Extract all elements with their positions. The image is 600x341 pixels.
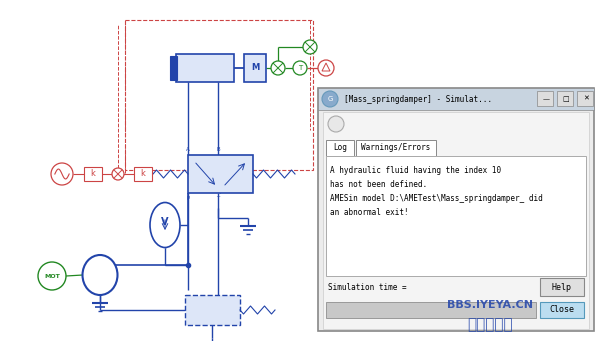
Text: an abnormal exit!: an abnormal exit! bbox=[330, 208, 409, 217]
Text: MOT: MOT bbox=[44, 273, 60, 279]
Text: □: □ bbox=[563, 96, 569, 102]
Circle shape bbox=[303, 40, 317, 54]
Bar bbox=[84, 167, 102, 181]
Ellipse shape bbox=[150, 203, 180, 248]
Bar bbox=[244, 54, 266, 82]
Text: Log: Log bbox=[333, 144, 347, 152]
Bar bbox=[176, 54, 234, 82]
Bar bbox=[356, 140, 436, 156]
Circle shape bbox=[293, 61, 307, 75]
Bar bbox=[188, 155, 253, 193]
Bar bbox=[540, 278, 584, 296]
Text: A: A bbox=[186, 147, 190, 152]
Text: Warnings/Errors: Warnings/Errors bbox=[361, 144, 431, 152]
Polygon shape bbox=[322, 63, 330, 71]
Circle shape bbox=[271, 61, 285, 75]
Bar bbox=[326, 302, 536, 318]
Circle shape bbox=[328, 116, 344, 132]
Text: M: M bbox=[251, 63, 259, 73]
Bar bbox=[540, 302, 584, 318]
Text: T: T bbox=[298, 65, 302, 71]
Bar bbox=[557, 91, 573, 106]
Text: Help: Help bbox=[552, 282, 572, 292]
Text: G: G bbox=[328, 96, 332, 102]
Bar bbox=[134, 167, 152, 181]
Text: —: — bbox=[542, 96, 550, 102]
Circle shape bbox=[318, 60, 334, 76]
Text: k: k bbox=[140, 169, 145, 178]
Text: BBS.IYEYA.CN: BBS.IYEYA.CN bbox=[447, 300, 533, 310]
Circle shape bbox=[38, 262, 66, 290]
Bar bbox=[318, 88, 594, 110]
Bar bbox=[326, 156, 586, 276]
Text: k: k bbox=[91, 169, 95, 178]
Text: Simulation time =: Simulation time = bbox=[328, 283, 407, 293]
Circle shape bbox=[322, 91, 338, 107]
Bar bbox=[318, 88, 594, 331]
Bar bbox=[577, 91, 593, 106]
Bar bbox=[537, 91, 553, 106]
Bar bbox=[185, 295, 240, 325]
Text: B: B bbox=[216, 147, 220, 152]
Text: 爱液压论坛: 爱液压论坛 bbox=[467, 317, 513, 332]
Bar bbox=[170, 56, 177, 80]
Circle shape bbox=[51, 163, 73, 185]
Text: A hydraulic fluid having the index 10: A hydraulic fluid having the index 10 bbox=[330, 166, 501, 175]
Ellipse shape bbox=[83, 255, 118, 295]
Text: Close: Close bbox=[550, 306, 575, 314]
Text: AMESin model D:\AMETest\Mass_springdamper_ did: AMESin model D:\AMETest\Mass_springdampe… bbox=[330, 194, 543, 203]
Bar bbox=[323, 112, 589, 329]
Text: [Mass_springdamper] - Simulat...: [Mass_springdamper] - Simulat... bbox=[344, 94, 492, 104]
Bar bbox=[125, 20, 313, 170]
Bar bbox=[326, 140, 354, 156]
Circle shape bbox=[112, 168, 124, 180]
Text: P: P bbox=[187, 196, 190, 201]
Text: V: V bbox=[161, 217, 169, 227]
Text: has not been defined.: has not been defined. bbox=[330, 180, 427, 189]
Text: T: T bbox=[217, 196, 220, 201]
Text: ✕: ✕ bbox=[583, 96, 589, 102]
